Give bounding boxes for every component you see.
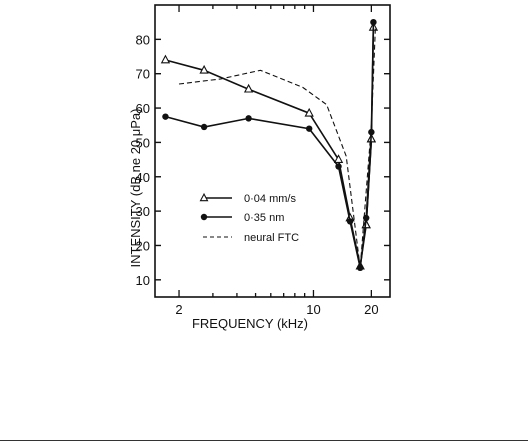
data-point-circle bbox=[357, 264, 364, 271]
data-point-circle bbox=[346, 218, 354, 225]
y-tick-label: 10 bbox=[136, 273, 150, 288]
plot-frame bbox=[154, 4, 391, 298]
data-point-circle bbox=[370, 18, 377, 26]
data-point-triangle bbox=[243, 83, 254, 93]
series-2 bbox=[162, 18, 377, 271]
legend-marker-circle bbox=[200, 213, 208, 221]
series-line-dashed bbox=[178, 27, 376, 268]
series-1 bbox=[361, 21, 379, 229]
legend-label: neural FTC bbox=[244, 232, 299, 244]
data-point-circle bbox=[162, 113, 169, 120]
legend-label: 0·35 nm bbox=[244, 212, 284, 224]
data-point-circle bbox=[335, 163, 342, 170]
series-3 bbox=[178, 27, 376, 268]
y-axis-ticks: 10 20 30 40 50 60 70 80 bbox=[136, 32, 390, 288]
y-axis-label: INTENSITY (dB ne 20 μPa) bbox=[128, 109, 143, 268]
x-axis-label: FREQUENCY (kHz) bbox=[192, 316, 308, 331]
series-line bbox=[165, 22, 375, 268]
x-axis-ticks: 2 10 20 bbox=[175, 5, 379, 317]
y-tick-label: 40 bbox=[136, 170, 150, 185]
x-tick-label: 20 bbox=[364, 302, 378, 317]
x-tick-label: 10 bbox=[306, 302, 320, 317]
x-tick-label: 2 bbox=[175, 302, 182, 317]
data-point-triangle bbox=[199, 64, 209, 74]
data-point-circle bbox=[368, 128, 375, 136]
data-point-circle bbox=[245, 115, 252, 122]
legend-label: 0·04 mm/s bbox=[244, 193, 296, 205]
y-tick-label: 20 bbox=[136, 238, 150, 253]
data-point-circle bbox=[200, 123, 208, 131]
y-tick-label: 30 bbox=[136, 204, 150, 219]
series-layer bbox=[160, 18, 379, 271]
data-point-triangle bbox=[160, 54, 171, 64]
divider-line bbox=[0, 440, 528, 441]
plot-border bbox=[154, 4, 391, 298]
data-point-circle bbox=[305, 125, 313, 132]
legend: 0·04 mm/s 0·35 nm neural FTC bbox=[199, 192, 299, 244]
y-tick-label: 70 bbox=[136, 67, 150, 82]
legend-marker-triangle bbox=[199, 192, 209, 202]
data-point-triangle bbox=[304, 107, 314, 117]
y-tick-label: 50 bbox=[136, 135, 150, 150]
y-tick-label: 80 bbox=[136, 32, 150, 47]
y-tick-label: 60 bbox=[136, 101, 150, 116]
data-point-triangle bbox=[333, 154, 344, 163]
